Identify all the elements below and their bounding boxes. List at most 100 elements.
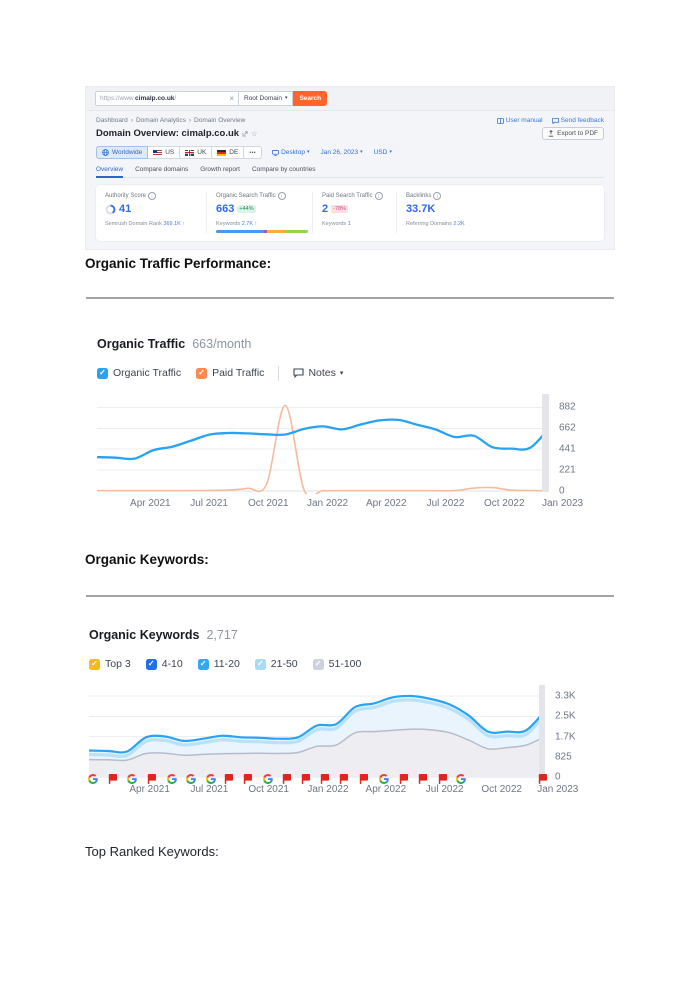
notes-bubble-icon (293, 368, 304, 378)
google-update-icon[interactable] (88, 774, 98, 784)
checkbox-icon: ✓ (312, 658, 324, 670)
x-axis-tick: Apr 2021 (130, 498, 171, 509)
breadcrumb-domain-overview[interactable]: Domain Overview (194, 117, 246, 124)
scope-label: Root Domain (244, 95, 282, 102)
metric-authority-score: Authority Score i 41 Semrush Domain Rank … (105, 192, 186, 227)
traffic-plot-area[interactable] (97, 394, 549, 494)
note-flag-icon[interactable] (243, 774, 253, 784)
note-flag-icon[interactable] (359, 774, 368, 784)
send-feedback-link[interactable]: Send feedback (551, 117, 604, 124)
x-axis-tick: Jan 2022 (306, 498, 349, 509)
external-link-icon[interactable] (242, 130, 248, 137)
legend-checkbox-paid-traffic[interactable]: ✓ Paid Traffic (196, 367, 264, 379)
search-input[interactable]: https://www. cimalp.co.uk / × (95, 91, 239, 106)
note-flag-icon[interactable] (399, 774, 408, 784)
x-axis-labels: Apr 2021 Jul 2021 Oct 2021 Jan 2022 Apr 2022… (89, 784, 578, 798)
legend-checkbox-top-3[interactable]: ✓ Top 3 (89, 658, 131, 670)
clear-input-icon[interactable]: × (229, 93, 234, 103)
y-axis-tick: 441 (559, 443, 576, 455)
breadcrumb-separator: › (188, 117, 192, 124)
tab-overview[interactable]: Overview (96, 166, 124, 178)
note-flag-icon[interactable] (283, 774, 292, 784)
export-pdf-button[interactable]: Export to PDF (542, 127, 604, 140)
chart-title: Organic Keywords (89, 628, 200, 642)
note-flag-icon (224, 774, 233, 784)
x-axis-tick: Jul 2021 (190, 784, 229, 795)
currency-dropdown[interactable]: USD ▾ (373, 149, 392, 156)
note-flag-icon[interactable] (108, 774, 117, 784)
nav-tabs: Overview Compare domains Growth report C… (96, 166, 604, 178)
note-flag-icon[interactable] (224, 774, 233, 784)
legend-checkbox-11-20[interactable]: ✓ 11-20 (197, 658, 240, 670)
google-icon (455, 774, 466, 784)
region-us[interactable]: US (148, 146, 181, 159)
keywords-plot-area[interactable] (88, 685, 548, 784)
note-flag-icon[interactable] (419, 774, 428, 784)
info-icon[interactable]: i (374, 192, 383, 200)
metrics-panel: Authority Score i 41 Semrush Domain Rank … (96, 185, 604, 241)
date-dropdown[interactable]: Jan 26, 2023 ▾ (320, 149, 363, 156)
tab-growth-report[interactable]: Growth report (200, 166, 240, 173)
chevron-down-icon: ▾ (284, 95, 288, 101)
info-icon[interactable]: i (148, 192, 157, 200)
breadcrumb: Dashboard › Domain Analytics › Domain Ov… (96, 117, 245, 124)
google-update-icon[interactable] (166, 774, 177, 784)
page-title: Domain Overview: cimalp.co.uk ☆ (96, 128, 258, 139)
metric-organic-traffic: Organic Search Traffic i 663 +44% Keywords… (206, 192, 312, 233)
star-icon[interactable]: ☆ (251, 130, 258, 138)
note-flag-icon[interactable] (438, 774, 447, 784)
legend-checkbox-21-50[interactable]: ✓ 21-50 (254, 658, 298, 670)
desktop-icon (272, 149, 279, 156)
info-icon[interactable]: i (433, 192, 442, 200)
chart-subtitle: 663/month (192, 337, 252, 351)
search-button[interactable]: Search (293, 91, 328, 106)
note-flag-icon[interactable] (538, 774, 548, 784)
up-arrow-icon: ↑ (254, 221, 258, 227)
scope-dropdown[interactable]: Root Domain ▾ (239, 91, 294, 106)
tab-compare-domains[interactable]: Compare domains (135, 166, 189, 173)
legend-checkbox-51-100[interactable]: ✓ 51-100 (312, 658, 361, 670)
device-dropdown[interactable]: Desktop ▾ (272, 149, 309, 156)
user-manual-link[interactable]: User manual (496, 117, 543, 124)
uk-flag-icon (185, 149, 195, 156)
section-heading-traffic: Organic Traffic Performance: (85, 256, 272, 271)
notes-dropdown[interactable]: Notes ▾ (293, 367, 343, 379)
breadcrumb-domain-analytics[interactable]: Domain Analytics (135, 117, 186, 124)
breadcrumb-dashboard[interactable]: Dashboard (96, 117, 128, 124)
x-axis-tick: Jan 2023 (537, 784, 579, 795)
region-de[interactable]: DE (212, 146, 245, 159)
semrush-screenshot: https://www. cimalp.co.uk / × Root Domain … (85, 86, 615, 250)
google-update-icon[interactable] (205, 774, 216, 784)
note-flag-icon[interactable] (147, 774, 156, 784)
y-axis-tick: 0 (559, 485, 565, 497)
google-update-icon[interactable] (127, 774, 138, 784)
x-axis-tick: Oct 2021 (248, 784, 289, 795)
x-axis-tick: Oct 2021 (248, 498, 289, 509)
section-heading-top-ranked: Top Ranked Keywords: (85, 844, 219, 859)
x-axis-tick: Oct 2022 (481, 784, 522, 795)
note-flag-icon[interactable] (301, 774, 311, 784)
google-icon (186, 774, 196, 784)
google-icon (379, 774, 389, 784)
chart-title: Organic Traffic (97, 337, 186, 351)
note-flag-icon[interactable] (340, 774, 349, 784)
region-more[interactable]: ••• (244, 146, 263, 159)
google-update-icon[interactable] (186, 774, 196, 784)
region-worldwide[interactable]: Worldwide (96, 146, 149, 159)
note-flag-icon[interactable] (320, 774, 329, 784)
x-axis-tick: Jul 2022 (425, 784, 464, 795)
checkbox-icon: ✓ (145, 658, 157, 670)
current-period-bar (542, 394, 549, 491)
google-update-icon[interactable] (379, 774, 389, 784)
tab-compare-by-countries[interactable]: Compare by countries (251, 166, 316, 173)
region-uk[interactable]: UK (180, 146, 213, 159)
legend-checkbox-organic-traffic[interactable]: ✓ Organic Traffic (97, 367, 181, 379)
google-update-icon[interactable] (455, 774, 466, 784)
x-axis-tick: Apr 2022 (365, 498, 407, 509)
google-update-icon[interactable] (262, 774, 273, 784)
keyword-intent-bar (216, 230, 308, 233)
info-icon[interactable]: i (277, 192, 286, 200)
chevron-down-icon: ▾ (339, 369, 344, 377)
legend-checkbox-4-10[interactable]: ✓ 4-10 (145, 658, 183, 670)
